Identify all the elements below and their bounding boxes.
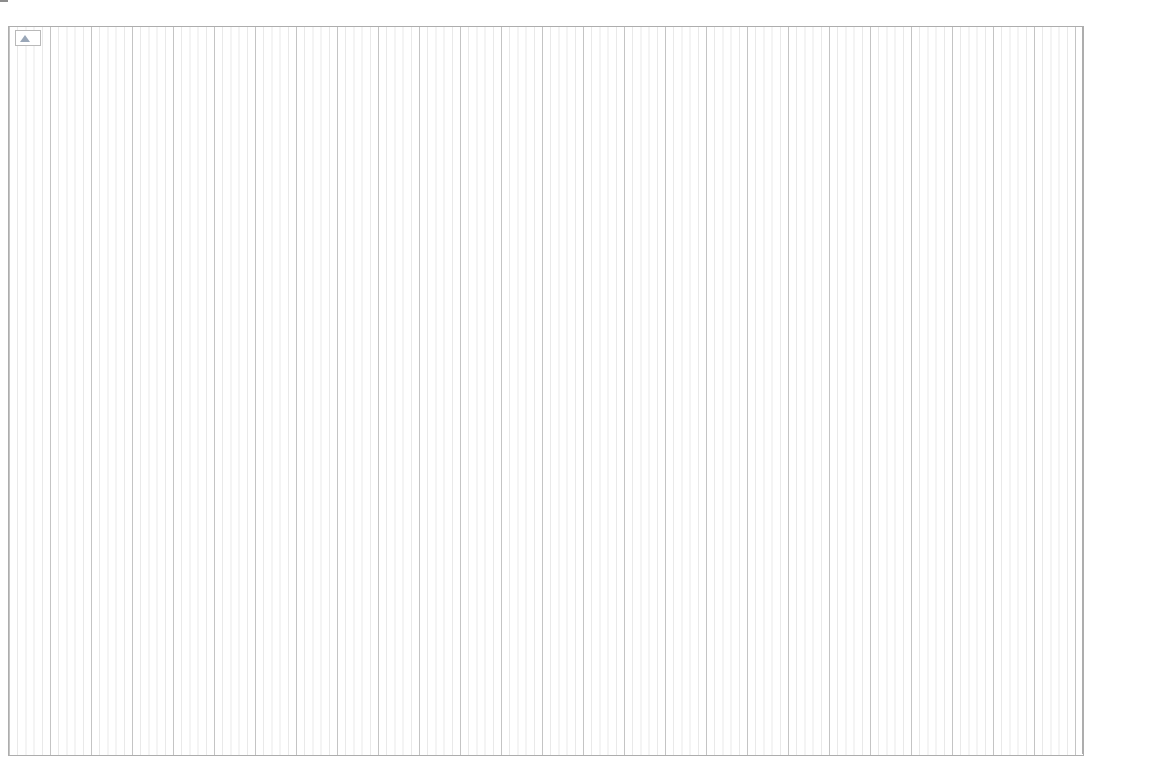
axis-separator — [1082, 26, 1083, 754]
price-area-series — [9, 27, 1083, 755]
time-axis — [8, 756, 1154, 780]
price-axis — [1082, 26, 1154, 754]
series-marker-icon — [20, 35, 30, 42]
last-price-flag — [0, 0, 8, 2]
price-plot-area[interactable] — [8, 26, 1084, 756]
series-legend — [15, 30, 41, 46]
chart-header — [0, 0, 1154, 26]
